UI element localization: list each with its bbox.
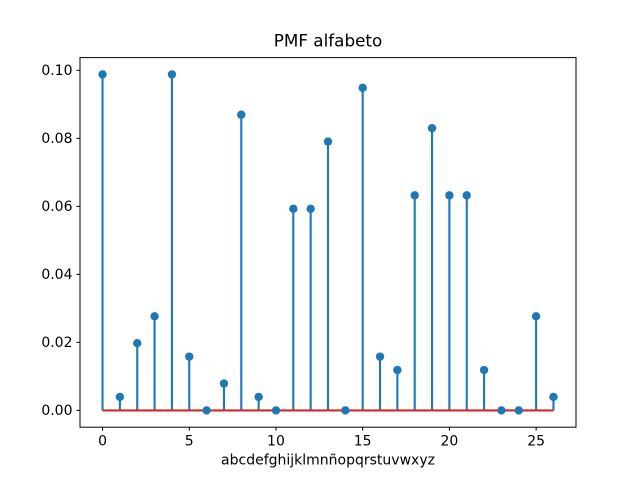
y-tick-label: 0.04 (41, 267, 72, 283)
y-tick-label: 0.10 (41, 63, 72, 79)
stem-marker (98, 70, 107, 79)
stem-marker (271, 406, 281, 415)
y-tick-label: 0.08 (41, 131, 72, 147)
stem-marker (462, 191, 471, 200)
stem-marker (427, 123, 437, 133)
stem-marker (549, 392, 558, 402)
stem-marker (323, 137, 333, 146)
stem-marker (393, 365, 402, 375)
x-tick-label: 5 (185, 434, 194, 450)
stem-marker (306, 204, 315, 213)
chart-title: PMF alfabeto (274, 31, 383, 51)
y-tick-label: 0.06 (41, 199, 72, 215)
stem-marker (375, 352, 385, 361)
stem-marker (514, 406, 523, 415)
stem-marker (237, 110, 246, 119)
x-axis-label: abcdefghijklmnñopqrstuvwxyz (221, 453, 435, 469)
stem-marker (185, 352, 194, 361)
stem-marker (167, 70, 177, 79)
stem-marker (479, 365, 489, 375)
stem-marker (133, 338, 142, 348)
plot-area: 0.00 0.02 0.04 0.06 0.08 0.10 0 5 10 15 20 25 (41, 57, 577, 450)
stem-marker (445, 191, 454, 200)
plot-border (79, 57, 577, 428)
stem-marker (202, 406, 211, 415)
stem-marker (358, 83, 367, 93)
x-tick-label: 10 (267, 434, 285, 450)
y-tick-label: 0.00 (41, 403, 72, 419)
stem-marker (531, 312, 541, 321)
stem-marker (341, 406, 350, 415)
x-tick-label: 0 (98, 434, 107, 450)
x-tick-label: 15 (354, 434, 372, 450)
y-tick-label: 0.02 (41, 335, 72, 351)
stem-marker (497, 406, 506, 415)
x-tick-label: 20 (440, 434, 458, 450)
x-tick-label: 25 (527, 434, 545, 450)
stem-marker (254, 392, 263, 402)
stem-marker (219, 379, 229, 388)
stem-marker (289, 204, 298, 213)
stem-marker (115, 392, 125, 402)
stem-marker (150, 312, 159, 321)
stem-marker (410, 191, 419, 200)
